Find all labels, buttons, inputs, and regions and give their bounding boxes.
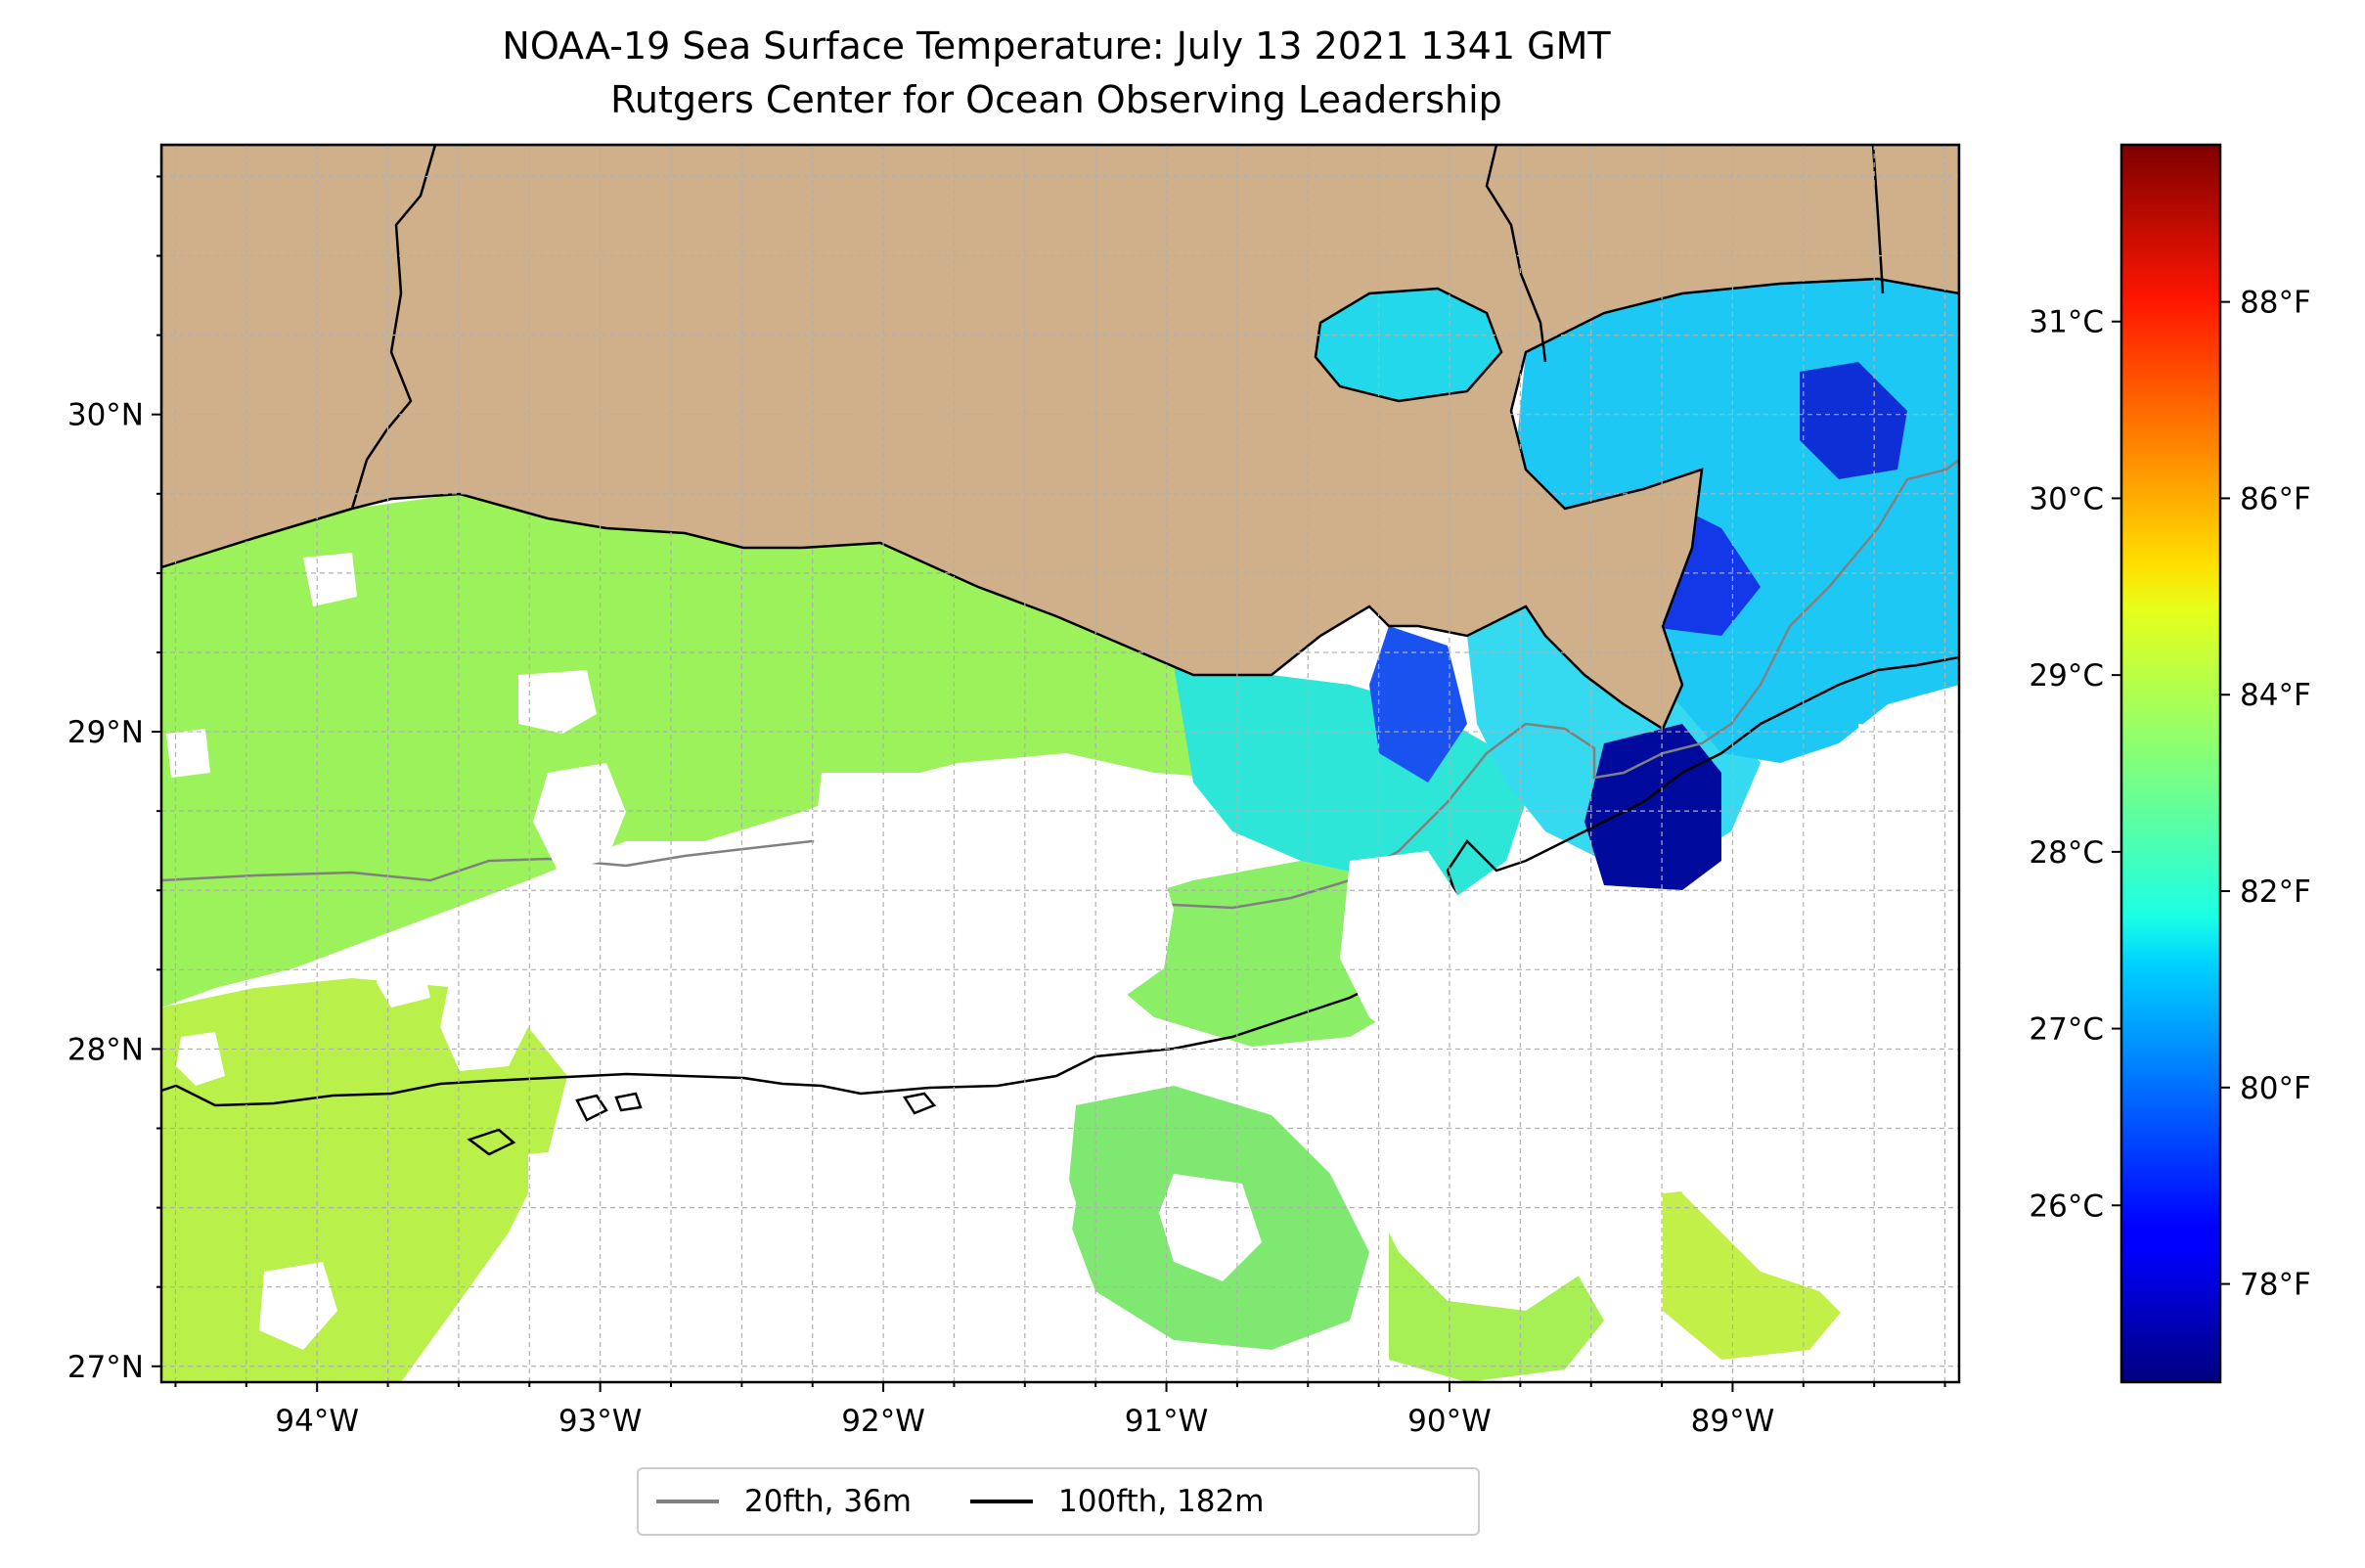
legend-item-100fth: 100fth, 182m (969, 1484, 1265, 1519)
state-border-far-east (1871, 145, 1885, 294)
cloud-mask (166, 553, 1959, 1382)
lon-tick-label: 91°W (1125, 1404, 1209, 1439)
lon-tick-label: 94°W (275, 1404, 359, 1439)
state-border-west (350, 145, 437, 510)
celsius-tick-label: 26°C (2029, 1188, 2104, 1224)
map-area (161, 145, 1959, 1382)
graticule (161, 145, 1959, 1382)
lat-tick-label: 28°N (67, 1032, 144, 1067)
lon-tick-label: 89°W (1691, 1404, 1775, 1439)
lon-tick-label: 92°W (841, 1404, 925, 1439)
sst-cold-pocket-3 (1369, 626, 1467, 783)
isobath-100fth-bank-4 (902, 1092, 937, 1115)
sst-cold-pocket-2 (1584, 724, 1721, 890)
lat-tick-label: 30°N (67, 398, 144, 433)
fahrenheit-tick-label: 86°F (2240, 481, 2311, 516)
celsius-tick-label: 27°C (2029, 1012, 2104, 1048)
legend-label-100fth: 100fth, 182m (1057, 1484, 1265, 1519)
lat-tick-label: 29°N (67, 715, 144, 750)
fahrenheit-tick-label: 78°F (2240, 1268, 2311, 1303)
colorbar-ticks: 26°C 27°C 28°C 29°C 30°C 31°C 78°F 80°F 82°F 84°F… (2029, 286, 2310, 1303)
state-border-east (1485, 145, 1547, 363)
map-frame (159, 143, 1961, 1384)
fahrenheit-tick-label: 80°F (2240, 1071, 2311, 1106)
lon-tick-label: 93°W (558, 1404, 643, 1439)
lon-tick-label: 90°W (1407, 1404, 1492, 1439)
map-legend: 20fth, 36m 100fth, 182m (637, 1467, 1480, 1536)
map-subtitle: Rutgers Center for Ocean Observing Leade… (610, 78, 1502, 121)
sst-cold-pocket-4 (1800, 362, 1907, 479)
celsius-tick-label: 29°C (2029, 658, 2104, 694)
isobath-100fth-bank-2 (614, 1092, 643, 1112)
sst-warm-shelf-south (161, 978, 567, 1382)
lake-pontchartrain-outline (1314, 287, 1503, 403)
legend-swatch-20fth (656, 1500, 719, 1503)
map-axes: 30°N 29°N 28°N 27°N 94°W 93°W 92°W 91°W 90°W 89°W (67, 175, 1946, 1439)
legend-label-20fth: 20fth, 36m (744, 1484, 912, 1519)
land-mass (161, 145, 1959, 731)
fahrenheit-tick-label: 82°F (2240, 874, 2311, 910)
legend-item-20fth: 20fth, 36m (656, 1484, 912, 1519)
fahrenheit-tick-label: 84°F (2240, 678, 2311, 713)
map-title: NOAA-19 Sea Surface Temperature: July 13… (502, 24, 1611, 67)
legend-swatch-100fth (969, 1500, 1033, 1503)
colorbar (2120, 143, 2222, 1384)
celsius-tick-label: 31°C (2029, 305, 2104, 340)
isobath-100fth-bank-1 (575, 1094, 608, 1122)
lat-tick-label: 27°N (67, 1350, 144, 1385)
isobath-100fth (161, 655, 1959, 1107)
fahrenheit-tick-label: 88°F (2240, 286, 2311, 321)
celsius-tick-label: 28°C (2029, 835, 2104, 871)
celsius-tick-label: 30°C (2029, 481, 2104, 516)
sst-warm-shelf (161, 494, 1291, 1008)
isobath-100fth-bank-3 (467, 1128, 516, 1156)
